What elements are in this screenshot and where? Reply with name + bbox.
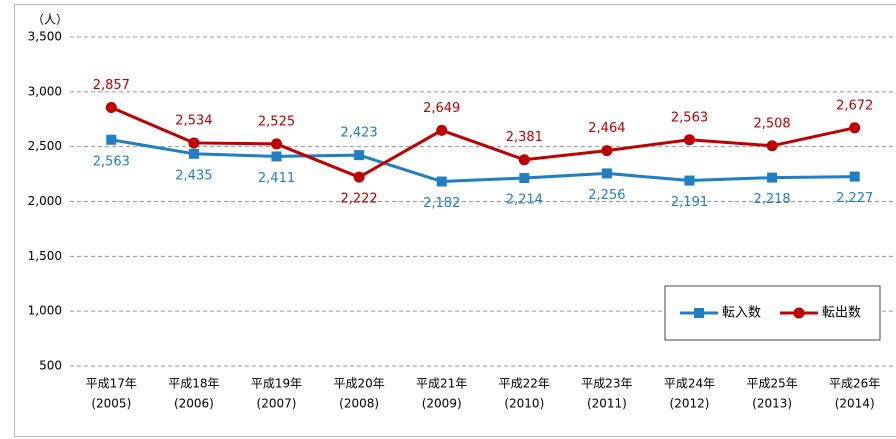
marker bbox=[354, 150, 365, 161]
data-label: 2,218 bbox=[753, 192, 790, 207]
data-label: 2,435 bbox=[175, 168, 212, 183]
data-label: 2,423 bbox=[340, 126, 377, 141]
legend-label: 転入数 bbox=[722, 306, 761, 321]
marker bbox=[353, 171, 365, 183]
data-label: 2,857 bbox=[93, 78, 130, 93]
x-tick-label: (2012) bbox=[670, 397, 710, 411]
y-tick-label: 3,500 bbox=[28, 30, 62, 44]
data-label: 2,672 bbox=[836, 98, 873, 113]
x-tick-label: (2013) bbox=[752, 397, 792, 411]
marker bbox=[849, 122, 861, 134]
marker bbox=[106, 134, 117, 145]
marker bbox=[188, 148, 199, 159]
x-tick-label: 平成26年 bbox=[829, 377, 880, 391]
x-tick-label: 平成19年 bbox=[251, 377, 302, 391]
marker bbox=[684, 175, 695, 186]
data-label: 2,534 bbox=[175, 113, 212, 128]
x-tick-label: (2005) bbox=[91, 397, 131, 411]
marker bbox=[684, 134, 695, 146]
series-line bbox=[110, 106, 856, 179]
marker bbox=[105, 102, 117, 114]
marker bbox=[436, 124, 448, 136]
y-tick-label: 2,000 bbox=[28, 194, 62, 208]
data-label: 2,256 bbox=[588, 188, 625, 203]
data-label: 2,182 bbox=[423, 196, 460, 211]
data-label: 2,411 bbox=[258, 171, 295, 186]
x-tick-label: 平成21年 bbox=[416, 377, 467, 391]
x-tick-label: (2009) bbox=[422, 397, 462, 411]
marker bbox=[518, 154, 530, 166]
marker bbox=[849, 171, 860, 182]
marker bbox=[436, 176, 447, 187]
y-tick-label: 3,000 bbox=[28, 84, 62, 98]
x-tick-label: (2011) bbox=[587, 397, 627, 411]
marker bbox=[188, 137, 200, 149]
marker bbox=[767, 172, 778, 183]
x-tick-label: (2014) bbox=[835, 397, 875, 411]
x-tick-label: 平成18年 bbox=[168, 377, 219, 391]
data-label: 2,214 bbox=[506, 193, 543, 208]
x-tick-label: (2007) bbox=[257, 397, 297, 411]
data-label: 2,464 bbox=[588, 121, 625, 136]
data-label: 2,191 bbox=[671, 195, 708, 210]
x-tick-label: (2010) bbox=[504, 397, 544, 411]
marker bbox=[519, 173, 530, 184]
data-label: 2,563 bbox=[671, 110, 708, 125]
data-label: 2,525 bbox=[258, 114, 295, 129]
marker bbox=[601, 168, 612, 179]
x-tick-label: 平成25年 bbox=[746, 377, 797, 391]
marker bbox=[271, 151, 282, 162]
y-tick-label: 2,500 bbox=[28, 139, 62, 153]
marker bbox=[766, 140, 778, 152]
data-label: 2,227 bbox=[836, 191, 873, 206]
data-label: 2,381 bbox=[506, 130, 543, 145]
data-label: 2,649 bbox=[423, 101, 460, 116]
x-tick-label: 平成22年 bbox=[499, 377, 550, 391]
data-label: 2,508 bbox=[753, 116, 790, 131]
legend-marker bbox=[694, 308, 704, 318]
legend-label: 転出数 bbox=[822, 306, 861, 321]
x-tick-label: (2006) bbox=[174, 397, 214, 411]
series-line bbox=[111, 138, 855, 184]
legend-marker bbox=[793, 307, 805, 319]
x-tick-label: 平成23年 bbox=[581, 377, 632, 391]
data-label: 2,222 bbox=[340, 192, 377, 207]
y-tick-label: 500 bbox=[39, 359, 62, 373]
y-axis-label: （人） bbox=[32, 13, 68, 27]
x-tick-label: 平成20年 bbox=[333, 377, 384, 391]
marker bbox=[601, 145, 613, 157]
x-tick-label: 平成17年 bbox=[86, 377, 137, 391]
x-tick-label: 平成24年 bbox=[664, 377, 715, 391]
frame bbox=[14, 4, 896, 437]
data-label: 2,563 bbox=[93, 154, 130, 169]
marker bbox=[271, 138, 282, 150]
y-tick-label: 1,000 bbox=[28, 304, 62, 318]
x-tick-label: (2008) bbox=[339, 397, 379, 411]
y-tick-label: 1,500 bbox=[28, 249, 62, 263]
